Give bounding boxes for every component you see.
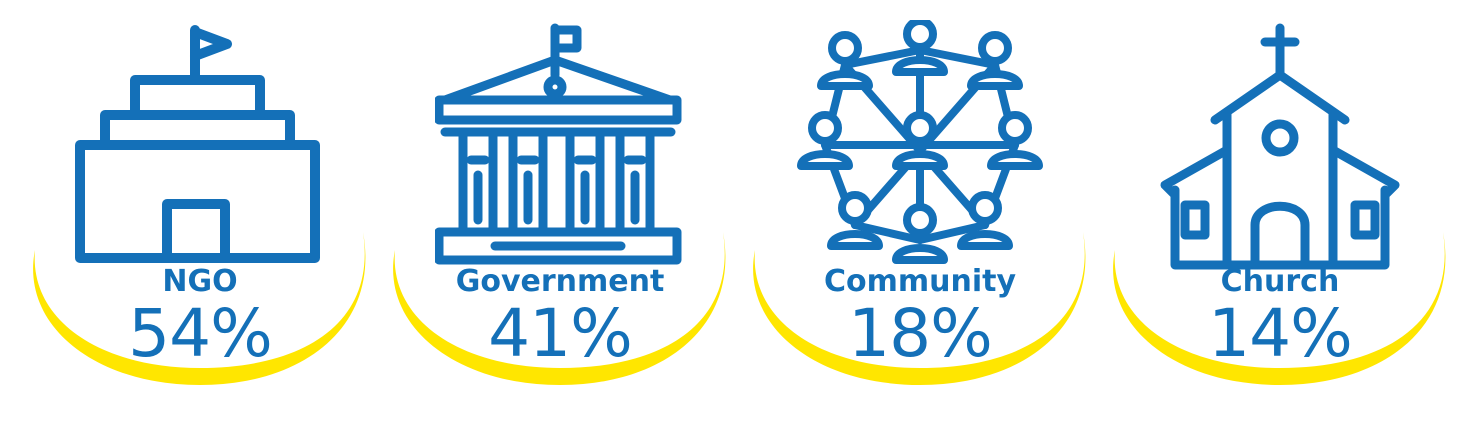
stat-government: Government 41% <box>375 0 745 421</box>
stat-label: Community <box>823 264 1017 299</box>
stat-value: 14% <box>1208 295 1353 372</box>
government-building-icon <box>435 23 682 265</box>
stat-value: 54% <box>128 295 273 372</box>
stat-ngo: NGO 54% <box>15 0 385 421</box>
ngo-building-flag-icon <box>75 25 320 263</box>
stat-label: Government <box>455 264 665 299</box>
stat-label: NGO <box>162 264 238 299</box>
stat-church: Church 14% <box>1095 0 1465 421</box>
stat-value: 18% <box>848 295 993 372</box>
stat-community: Community 18% <box>735 0 1105 421</box>
community-network-icon <box>797 20 1043 264</box>
church-icon <box>1160 23 1400 270</box>
stat-value: 41% <box>488 295 633 372</box>
stat-label: Church <box>1220 264 1340 299</box>
